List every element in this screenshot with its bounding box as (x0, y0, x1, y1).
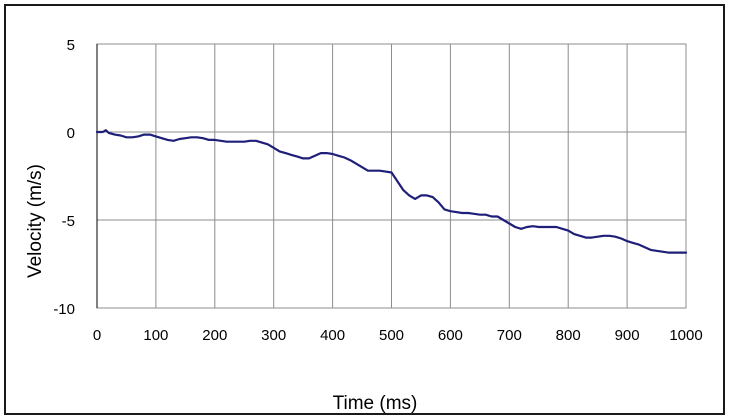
x-tick-label: 800 (556, 327, 581, 344)
y-tick-label: 5 (67, 37, 75, 54)
x-tick-label: 400 (320, 327, 345, 344)
x-tick-label: 300 (261, 327, 286, 344)
x-tick-label: 600 (438, 327, 463, 344)
y-tick-label: 0 (67, 125, 75, 142)
x-axis-title: Time (ms) (333, 393, 418, 414)
x-tick-label: 200 (202, 327, 227, 344)
chart-frame (4, 4, 725, 415)
x-tick-label: 500 (379, 327, 404, 344)
y-tick-label: -10 (53, 301, 75, 318)
y-tick-label: -5 (62, 213, 75, 230)
x-tick-label: 0 (93, 327, 101, 344)
x-tick-label: 900 (615, 327, 640, 344)
tick-labels: 0 100 200 300 400 500 600 700 800 900 1000 5 0 -5 -10 (53, 37, 702, 344)
y-axis-title: Velocity (m/s) (25, 164, 46, 278)
x-tick-label: 100 (143, 327, 168, 344)
grid-layer (96, 43, 687, 309)
x-tick-label: 700 (497, 327, 522, 344)
series-line (95, 129, 688, 254)
series-layer (95, 129, 688, 254)
x-tick-label: 1000 (669, 327, 702, 344)
